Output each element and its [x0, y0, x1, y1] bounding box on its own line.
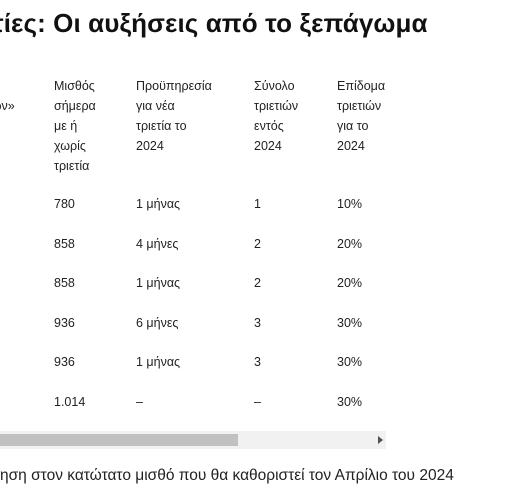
table-row: 780 1 μήνας 1 10% [0, 196, 386, 236]
table-cell [0, 354, 54, 394]
header-text: Επίδομα τριετιών για το 2024 [337, 76, 386, 156]
table-cell: – [136, 394, 143, 409]
table-cell: 4 μήνες [136, 236, 179, 251]
salary-table: α τών» Μισθός σήμερα με ή χωρίς τριετία Προϋπ… [0, 68, 386, 430]
table-cell: 30% [337, 355, 363, 370]
table-cell: 1 μήνας [136, 355, 181, 370]
table-cell [0, 275, 54, 315]
header-line: Επίδομα [337, 79, 386, 93]
header-line: χωρίς [54, 139, 86, 153]
article-title: τίες: Οι αυξήσεις από το ξεπάγωμα [0, 8, 428, 38]
table-cell: 30% [337, 394, 363, 409]
table-row: 858 4 μήνες 2 20% [0, 236, 386, 276]
table-row: 858 1 μήνας 2 20% [0, 275, 386, 315]
table-cell: 3 [254, 315, 261, 330]
header-cell: Σύνολο τριετιών εντός 2024 [254, 68, 337, 196]
table-cell: 780 [54, 197, 75, 211]
table-row: 1.014 – – 30% [0, 394, 386, 430]
table-cell: 1 μήνας [136, 197, 181, 211]
header-line: για το [337, 119, 369, 133]
header-line: 2024 [136, 139, 164, 153]
table-cell: 2 [254, 236, 261, 251]
table-cell: 858 [54, 276, 75, 291]
header-line: τριετία το [136, 119, 187, 133]
table-cell [0, 196, 54, 236]
header-line: τριετιών [254, 99, 299, 113]
table-cell: 936 [54, 355, 75, 370]
table-cell: 1 μήνας [136, 276, 181, 291]
scrollbar-thumb[interactable] [0, 434, 238, 446]
header-line: 2024 [254, 139, 282, 153]
table-row: 936 1 μήνας 3 30% [0, 354, 386, 394]
table-cell: 20% [337, 276, 363, 291]
table-cell: 10% [337, 197, 363, 211]
header-line: Μισθός [54, 79, 95, 93]
header-text: Σύνολο τριετιών εντός 2024 [254, 76, 337, 156]
table-cell: 858 [54, 236, 75, 251]
header-line: εντός [254, 119, 284, 133]
header-line: τριετία [54, 159, 90, 173]
table-footnote: ηση στον κατώτατο μισθό που θα καθοριστε… [0, 467, 454, 484]
table-row: 936 6 μήνες 3 30% [0, 315, 386, 355]
table-cell: 936 [54, 315, 75, 330]
header-line: α [0, 76, 54, 96]
table-scroll-content: α τών» Μισθός σήμερα με ή χωρίς τριετία Προϋπ… [0, 68, 386, 430]
header-line: τριετιών [337, 99, 382, 113]
header-line: τών» [0, 99, 15, 113]
header-line: με ή [54, 119, 78, 133]
header-cell: Επίδομα τριετιών για το 2024 [337, 68, 386, 196]
header-line: για νέα [136, 99, 175, 113]
header-cell: Μισθός σήμερα με ή χωρίς τριετία [54, 68, 136, 196]
header-text: Μισθός σήμερα με ή χωρίς τριετία [54, 76, 136, 176]
header-line: 2024 [337, 139, 365, 153]
table-cell: 1.014 [54, 394, 86, 409]
table-cell: – [254, 394, 261, 409]
table-viewport[interactable]: α τών» Μισθός σήμερα με ή χωρίς τριετία Προϋπ… [0, 68, 386, 430]
table-cell [0, 315, 54, 355]
table-cell: 20% [337, 236, 363, 251]
header-line: Προϋπηρεσία [136, 79, 212, 93]
table-header-row: α τών» Μισθός σήμερα με ή χωρίς τριετία Προϋπ… [0, 68, 386, 196]
header-cell: Προϋπηρεσία για νέα τριετία το 2024 [136, 68, 254, 196]
header-text: Προϋπηρεσία για νέα τριετία το 2024 [136, 76, 254, 156]
scroll-right-arrow-icon[interactable] [378, 436, 383, 444]
header-line: σήμερα [54, 99, 96, 113]
table-cell: 30% [337, 315, 363, 330]
horizontal-scrollbar[interactable] [0, 431, 386, 449]
table-cell: 1 [254, 197, 261, 211]
table-cell [0, 236, 54, 276]
table-cell: 6 μήνες [136, 315, 179, 330]
header-line: Σύνολο [254, 79, 295, 93]
table-cell: 3 [254, 355, 261, 370]
table-cell: 2 [254, 276, 261, 291]
table-cell [0, 394, 54, 430]
header-text: α τών» [0, 76, 54, 116]
header-cell: α τών» [0, 68, 54, 196]
